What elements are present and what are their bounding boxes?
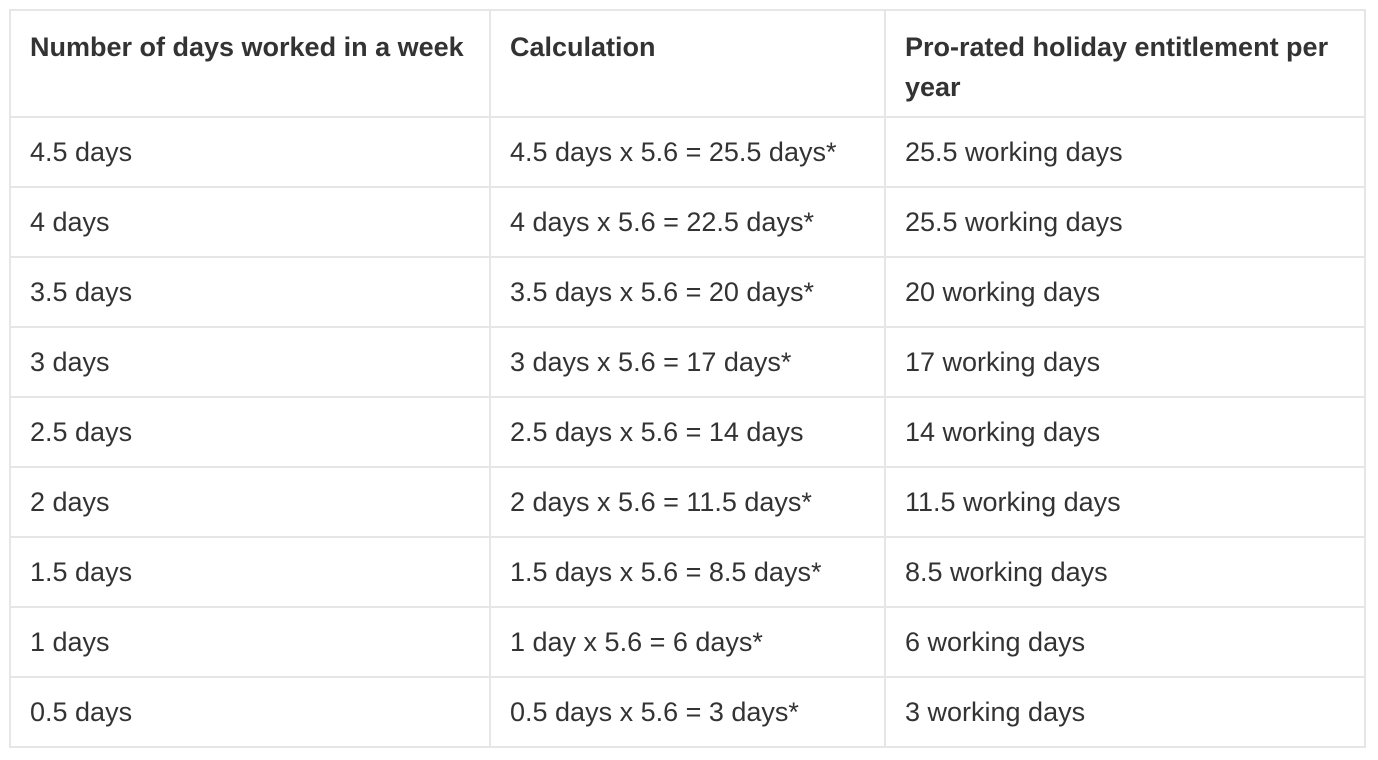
cell-days-worked: 4 days [9,186,491,258]
cell-days-worked: 2 days [9,466,491,538]
holiday-entitlement-table: Number of days worked in a week Calculat… [9,9,1366,748]
cell-entitlement: 6 working days [884,606,1366,678]
table-body: 4.5 days 4.5 days x 5.6 = 25.5 days* 25.… [9,116,1366,748]
table-header: Number of days worked in a week Calculat… [9,9,1366,118]
cell-days-worked: 3.5 days [9,256,491,328]
table-row: 1.5 days 1.5 days x 5.6 = 8.5 days* 8.5 … [9,536,1366,608]
cell-entitlement: 20 working days [884,256,1366,328]
cell-entitlement: 17 working days [884,326,1366,398]
table-row: 3 days 3 days x 5.6 = 17 days* 17 workin… [9,326,1366,398]
cell-calculation: 4.5 days x 5.6 = 25.5 days* [489,116,886,188]
header-days-worked: Number of days worked in a week [9,9,491,118]
cell-days-worked: 2.5 days [9,396,491,468]
cell-entitlement: 3 working days [884,676,1366,748]
table-row: 4 days 4 days x 5.6 = 22.5 days* 25.5 wo… [9,186,1366,258]
cell-entitlement: 25.5 working days [884,116,1366,188]
cell-calculation: 0.5 days x 5.6 = 3 days* [489,676,886,748]
cell-calculation: 3.5 days x 5.6 = 20 days* [489,256,886,328]
header-calculation: Calculation [489,9,886,118]
cell-calculation: 3 days x 5.6 = 17 days* [489,326,886,398]
holiday-entitlement-table-wrapper: Number of days worked in a week Calculat… [9,9,1366,748]
table-row: 1 days 1 day x 5.6 = 6 days* 6 working d… [9,606,1366,678]
table-row: 3.5 days 3.5 days x 5.6 = 20 days* 20 wo… [9,256,1366,328]
cell-calculation: 1.5 days x 5.6 = 8.5 days* [489,536,886,608]
table-row: 4.5 days 4.5 days x 5.6 = 25.5 days* 25.… [9,116,1366,188]
cell-calculation: 1 day x 5.6 = 6 days* [489,606,886,678]
header-row: Number of days worked in a week Calculat… [9,9,1366,118]
cell-days-worked: 1.5 days [9,536,491,608]
header-entitlement: Pro-rated holiday entitlement per year [884,9,1366,118]
cell-entitlement: 14 working days [884,396,1366,468]
cell-days-worked: 4.5 days [9,116,491,188]
cell-calculation: 4 days x 5.6 = 22.5 days* [489,186,886,258]
cell-days-worked: 3 days [9,326,491,398]
cell-entitlement: 25.5 working days [884,186,1366,258]
cell-calculation: 2 days x 5.6 = 11.5 days* [489,466,886,538]
table-row: 0.5 days 0.5 days x 5.6 = 3 days* 3 work… [9,676,1366,748]
table-row: 2 days 2 days x 5.6 = 11.5 days* 11.5 wo… [9,466,1366,538]
cell-calculation: 2.5 days x 5.6 = 14 days [489,396,886,468]
cell-entitlement: 8.5 working days [884,536,1366,608]
cell-days-worked: 0.5 days [9,676,491,748]
table-row: 2.5 days 2.5 days x 5.6 = 14 days 14 wor… [9,396,1366,468]
cell-entitlement: 11.5 working days [884,466,1366,538]
cell-days-worked: 1 days [9,606,491,678]
